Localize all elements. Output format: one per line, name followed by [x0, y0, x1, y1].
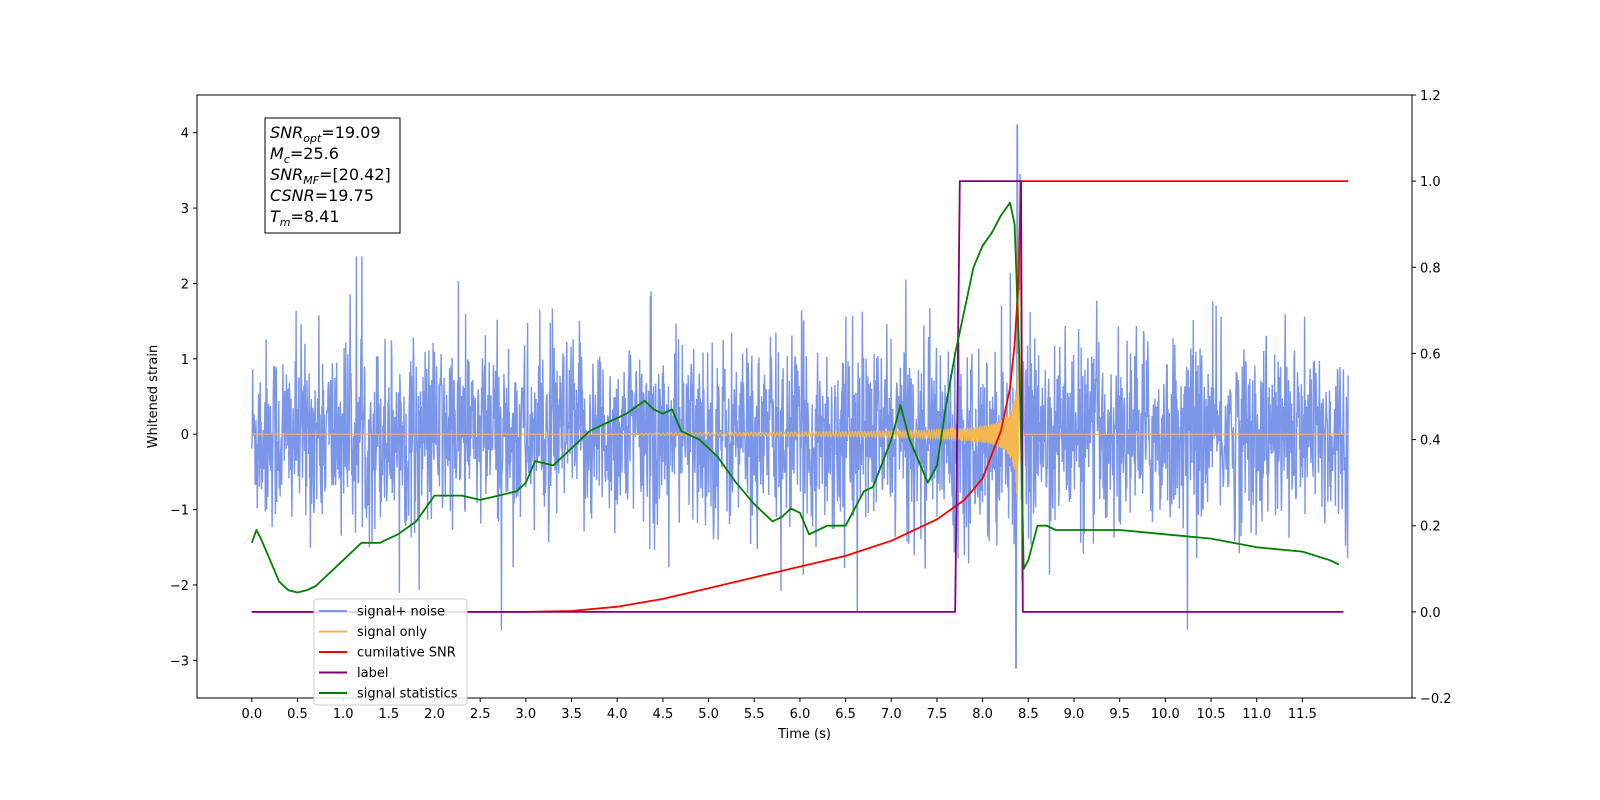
x-tick-label: 1.5: [378, 707, 399, 722]
y-tick-label: −2: [170, 579, 189, 594]
x-tick-label: 1.0: [333, 707, 354, 722]
x-tick-label: 0.0: [241, 707, 262, 722]
y-tick-label: 3: [181, 202, 189, 217]
x-tick-label: 0.5: [287, 707, 308, 722]
y2-tick-label: 0.2: [1420, 520, 1441, 535]
legend: signal+ noise signal only cumilative SNR la…: [313, 598, 468, 706]
series-signal-only: [251, 244, 1349, 501]
x-axis-label: Time (s): [777, 727, 831, 742]
series-signal-statistics: [250, 201, 1340, 594]
annotation-box: SNRopt=19.09Mc=25.6SNRMF=[20.42]CSNR=19.…: [264, 117, 401, 234]
legend-label: cumilative SNR: [357, 646, 456, 661]
y2-tick-label: 1.0: [1420, 175, 1441, 190]
y-tick-label: 0: [181, 428, 189, 443]
legend-label: signal+ noise: [357, 605, 445, 620]
x-tick-label: 8.0: [972, 707, 993, 722]
annotation-line: CSNR=19.75: [270, 186, 374, 205]
y-tick-label: −1: [170, 504, 189, 519]
x-tick-label: 4.0: [607, 707, 628, 722]
y-tick-label: 2: [181, 277, 189, 292]
plot-frame: [196, 94, 1413, 699]
x-tick-label: 6.0: [790, 707, 811, 722]
legend-frame: [313, 598, 468, 706]
annotation-line: SNRMF=[20.42]: [270, 165, 391, 187]
x-tick-label: 9.5: [1109, 707, 1130, 722]
annotation-line: SNRopt=19.09: [270, 123, 381, 145]
x-tick-label: 11.5: [1288, 707, 1317, 722]
x-tick-label: 10.5: [1197, 707, 1226, 722]
y-axis-label: Whitened strain: [146, 345, 161, 448]
axes: 0.0 0.5 1.0 1.5 2.0 2.5 3.0 3.5 4.0 4.5 5.0 5.5 6.0 6…: [170, 89, 1452, 722]
x-tick-label: 8.5: [1018, 707, 1039, 722]
series-label: [251, 180, 1344, 613]
series-cumilative-snr: [251, 180, 1349, 613]
x-tick-label: 7.0: [881, 707, 902, 722]
y-tick-label: 4: [181, 127, 189, 142]
legend-label: signal statistics: [357, 687, 458, 702]
series-signal-noise: [251, 124, 1349, 669]
annotation-line: Tm=8.41: [270, 207, 340, 229]
x-tick-label: 3.0: [516, 707, 537, 722]
y-tick-label: −3: [170, 654, 189, 669]
x-tick-label: 5.0: [698, 707, 719, 722]
y-tick-label: 1: [181, 353, 189, 368]
x-tick-label: 11.0: [1242, 707, 1271, 722]
x-tick-label: 9.0: [1064, 707, 1085, 722]
x-tick-label: 3.5: [561, 707, 582, 722]
plot-area: [250, 124, 1349, 669]
x-tick-label: 2.0: [424, 707, 445, 722]
legend-label: signal only: [357, 625, 427, 640]
y2-tick-label: 0.4: [1420, 434, 1441, 449]
y2-tick-label: 1.2: [1420, 89, 1441, 104]
y2-tick-label: 0.6: [1420, 347, 1441, 362]
legend-label: label: [357, 666, 388, 681]
x-tick-label: 4.5: [653, 707, 674, 722]
annotation-frame: [264, 117, 401, 234]
x-tick-label: 5.5: [744, 707, 765, 722]
y2-tick-label: −0.2: [1420, 692, 1452, 707]
y2-tick-label: 0.0: [1420, 606, 1441, 621]
x-tick-label: 6.5: [835, 707, 856, 722]
x-tick-label: 7.5: [927, 707, 948, 722]
x-tick-label: 2.5: [470, 707, 491, 722]
x-tick-label: 10.0: [1151, 707, 1180, 722]
annotation-line: Mc=25.6: [270, 144, 339, 166]
y2-tick-label: 0.8: [1420, 261, 1441, 276]
